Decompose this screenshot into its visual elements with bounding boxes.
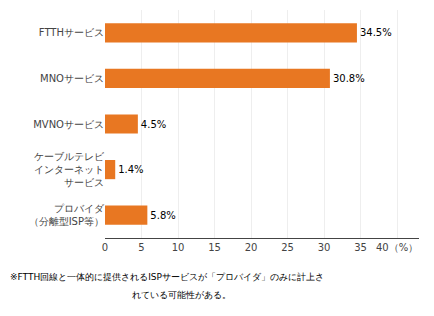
svg-text:20: 20 <box>245 242 258 253</box>
svg-text:5: 5 <box>138 242 144 253</box>
svg-text:4.5%: 4.5% <box>141 119 166 130</box>
svg-text:1.4%: 1.4% <box>118 164 143 175</box>
svg-text:30: 30 <box>318 242 331 253</box>
svg-text:MNOサービス: MNOサービス <box>40 73 104 84</box>
svg-text:MVNOサービス: MVNOサービス <box>33 119 104 130</box>
svg-text:25: 25 <box>281 242 294 253</box>
svg-text:0: 0 <box>102 242 108 253</box>
svg-text:プロバイダ（分離型ISP等）: プロバイダ（分離型ISP等） <box>29 203 105 227</box>
svg-text:15: 15 <box>208 242 221 253</box>
svg-text:10: 10 <box>172 242 185 253</box>
svg-text:ケーブルテレビインターネットサービス: ケーブルテレビインターネットサービス <box>34 151 105 188</box>
svg-text:34.5%: 34.5% <box>360 27 392 38</box>
svg-text:5.8%: 5.8% <box>150 210 175 221</box>
svg-text:40（%）: 40（%） <box>376 242 418 253</box>
svg-text:35: 35 <box>354 242 367 253</box>
svg-text:れている可能性がある。: れている可能性がある。 <box>132 290 231 300</box>
svg-text:30.8%: 30.8% <box>333 73 365 84</box>
svg-text:FTTHサービス: FTTHサービス <box>39 27 104 38</box>
svg-text:※FTTH回線と一体的に提供されるISPサービスが「プロバイ: ※FTTH回線と一体的に提供されるISPサービスが「プロバイダ」のみに計上さ <box>10 272 324 282</box>
